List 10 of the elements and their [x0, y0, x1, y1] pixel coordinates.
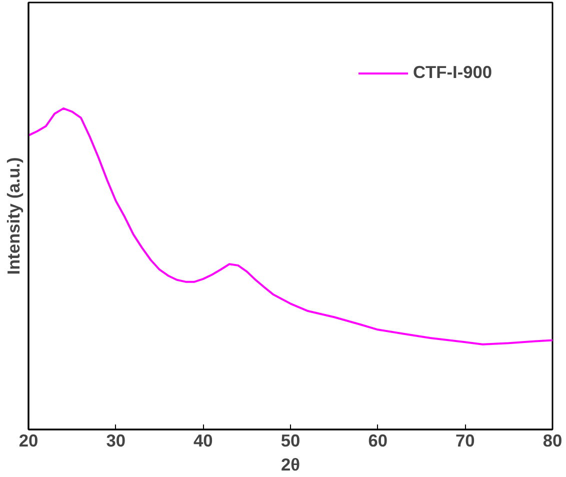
x-tick-label: 20 — [18, 430, 38, 450]
legend-label: CTF-I-900 — [413, 62, 492, 83]
y-axis-title: Intensity (a.u.) — [4, 157, 24, 275]
x-tick-label: 60 — [368, 430, 388, 450]
x-tick-label: 80 — [542, 430, 562, 450]
x-tick-label: 40 — [194, 430, 213, 450]
x-tick-label: 70 — [456, 430, 475, 450]
x-tick-label: 30 — [106, 430, 126, 450]
x-tick-label: 50 — [280, 430, 300, 450]
x-axis-title: 2θ — [281, 454, 300, 474]
